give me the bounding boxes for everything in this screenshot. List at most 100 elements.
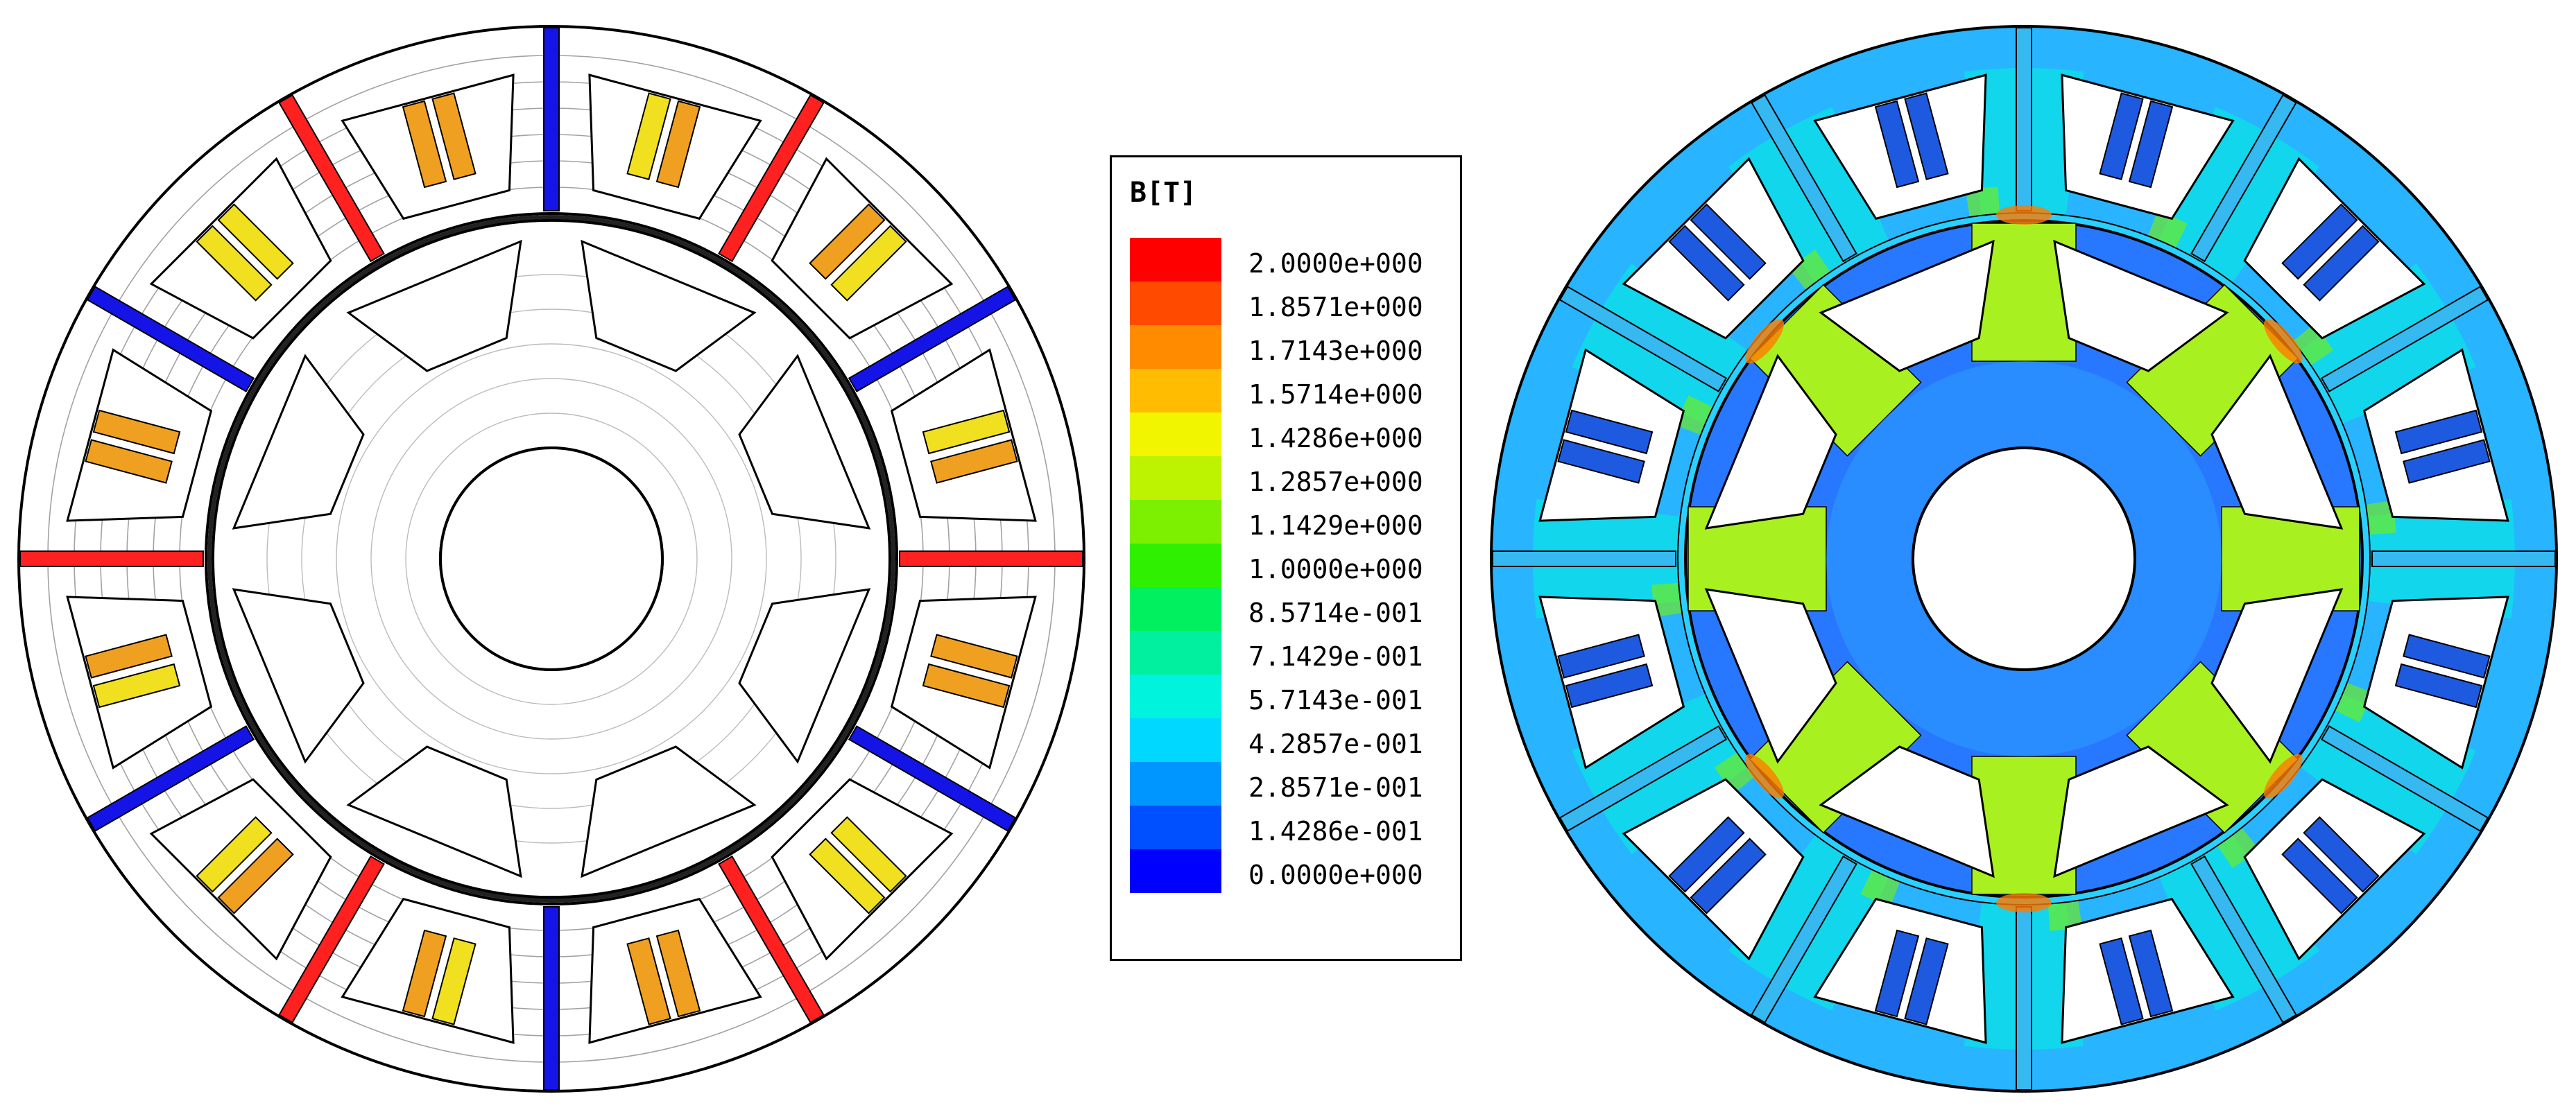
magnet (848, 286, 1017, 392)
magnet (2371, 550, 2556, 567)
coil (92, 663, 181, 709)
coil (1565, 409, 1654, 455)
coil (196, 816, 273, 893)
magnet (543, 27, 560, 211)
coil (2303, 816, 2380, 893)
hotspot (1996, 893, 2052, 912)
legend-label: 7.1429e-001 (1248, 641, 1423, 672)
coil (1557, 634, 1645, 679)
coil (1668, 816, 1745, 893)
coil (92, 409, 181, 455)
coil (830, 225, 907, 302)
magnet (2320, 286, 2489, 392)
stator-tooth-field (1965, 186, 2000, 217)
stator-tooth-field (1860, 870, 1900, 908)
stator-slot (149, 778, 332, 961)
coil (1557, 439, 1645, 484)
flux-line (266, 274, 836, 844)
flux-line (370, 378, 732, 740)
coil (431, 937, 476, 1025)
magnet (718, 855, 825, 1024)
rotor-slot (581, 745, 757, 878)
coil (930, 439, 1018, 484)
coil (402, 100, 447, 189)
rotor-slot (2210, 588, 2344, 764)
coil (626, 937, 671, 1025)
stator-slot (771, 778, 954, 961)
rotor-slot (738, 588, 871, 764)
coil (217, 203, 294, 280)
rotor-slot (1704, 588, 1837, 764)
coil (2099, 92, 2144, 180)
rotor-slot (1819, 745, 1995, 878)
stator-tooth-field (2047, 901, 2083, 931)
magnet (1751, 855, 1857, 1024)
magnet (543, 906, 560, 1091)
coil (655, 100, 701, 189)
legend-label: 1.0000e+000 (1248, 554, 1423, 584)
stator-slot (149, 157, 332, 340)
magnet (2190, 855, 2297, 1024)
magnet (86, 286, 255, 392)
rotor-slot (346, 239, 522, 372)
rotor-slot (1819, 239, 1995, 372)
coil (1690, 838, 1767, 914)
coil (2099, 937, 2144, 1025)
legend-swatch (1130, 675, 1221, 718)
magnet (899, 550, 1083, 567)
legend-label: 1.4286e-001 (1248, 816, 1423, 847)
magnet (2016, 27, 2032, 211)
rotor-slot (738, 354, 871, 530)
stator-slot (2243, 157, 2426, 340)
legend-label: 8.5714e-001 (1248, 598, 1423, 628)
coil (1668, 225, 1745, 302)
coil (2281, 838, 2358, 914)
legend-label: 1.1429e+000 (1248, 510, 1423, 541)
rotor-slot (581, 239, 757, 372)
legend-swatch (1130, 238, 1221, 281)
coil (1904, 937, 1949, 1025)
stator-tooth-field (1789, 249, 1830, 290)
rotor-slot (2053, 745, 2229, 878)
legend-label: 5.7143e-001 (1248, 685, 1423, 715)
flux-density-motor (1489, 25, 2559, 1093)
magnet (1559, 725, 1728, 832)
coil (85, 439, 173, 484)
hotspot (2263, 319, 2303, 364)
stator-slot (2243, 778, 2426, 961)
coil (626, 92, 671, 180)
legend-colorbar (1130, 238, 1221, 893)
flux-lines-motor (17, 25, 1086, 1093)
flux-line (405, 413, 698, 705)
coil (2403, 634, 2491, 679)
stator-slot (1622, 157, 1805, 340)
magnet (1559, 286, 1728, 392)
rotor-slot (2210, 354, 2344, 530)
magnet (2320, 725, 2489, 832)
coil (1874, 100, 1920, 189)
coil (2303, 225, 2380, 302)
coil (922, 663, 1011, 709)
coil (1904, 92, 1949, 180)
legend-swatch (1130, 631, 1221, 675)
legend-swatch (1130, 281, 1221, 325)
coil (2394, 663, 2483, 709)
flux-line (301, 309, 802, 809)
coil (402, 929, 447, 1018)
legend-swatch (1130, 456, 1221, 500)
magnet (19, 550, 204, 567)
magnet (278, 94, 385, 263)
coil (830, 816, 907, 893)
legend-label: 1.4286e+000 (1248, 423, 1423, 453)
stator-tooth-field (2366, 500, 2396, 535)
legend-label: 1.2857e+000 (1248, 467, 1423, 497)
shaft-bore (1912, 446, 2136, 671)
coil (2394, 409, 2483, 455)
stator-slot (771, 157, 954, 340)
legend-swatch (1130, 544, 1221, 587)
hotspot (1745, 754, 1785, 799)
coil (1874, 929, 1920, 1018)
legend-swatch (1130, 500, 1221, 544)
stator-tooth-field (1714, 752, 1755, 794)
